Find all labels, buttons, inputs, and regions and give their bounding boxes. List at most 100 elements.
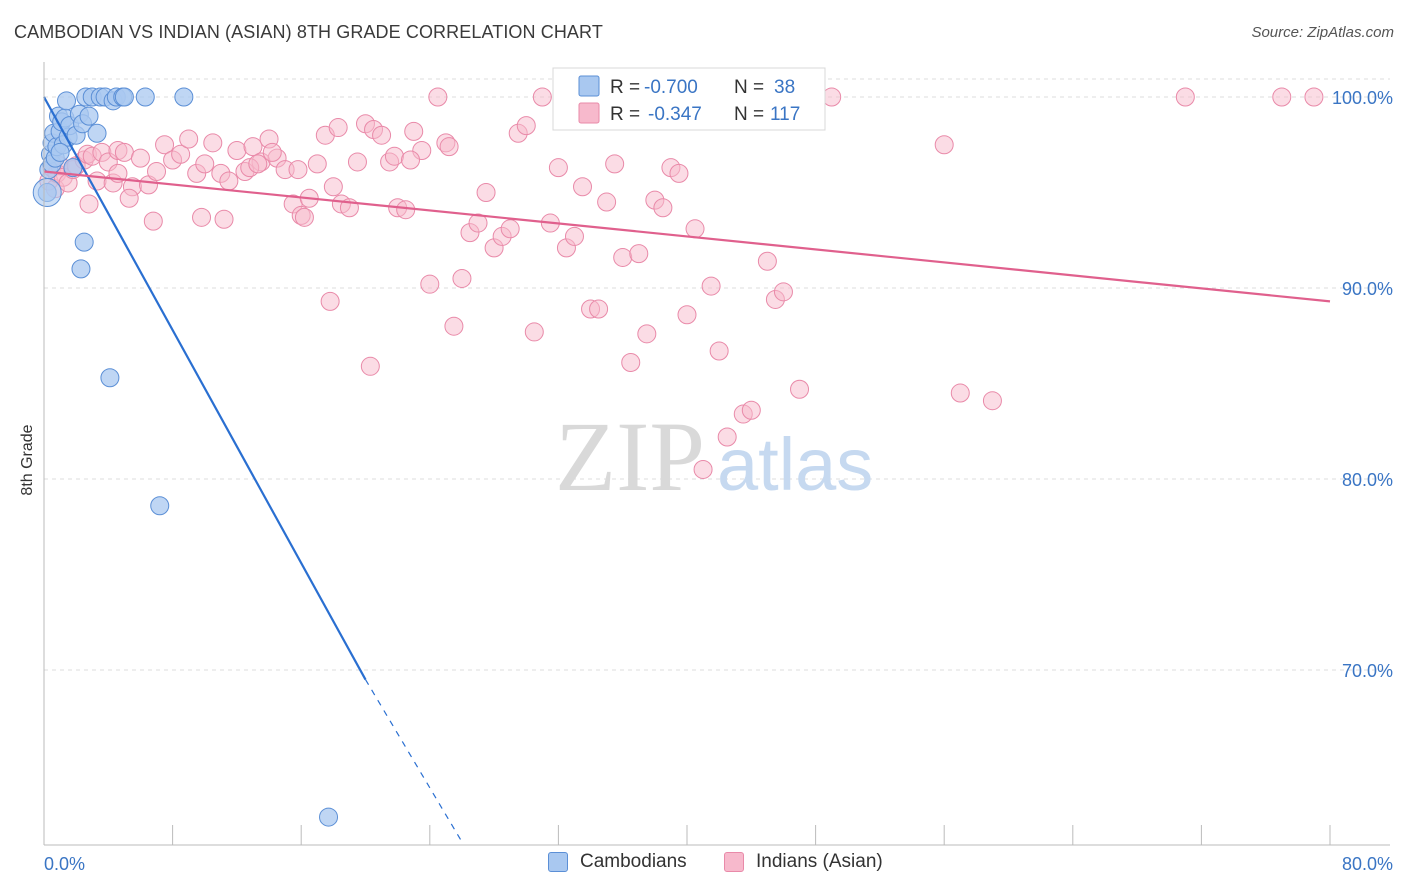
legend-item-cambodians[interactable]: Cambodians [548, 851, 687, 873]
indian-point [773, 282, 793, 302]
legend-n-value: 38 [774, 77, 795, 98]
indian-point [589, 299, 609, 319]
indian-point [717, 427, 737, 447]
indian-point [372, 125, 392, 145]
indian-point [360, 356, 380, 376]
x-tick-label: 0.0% [44, 854, 85, 874]
indian-point [243, 137, 263, 157]
cambodian-point [74, 232, 94, 252]
legend-n-value: 117 [770, 104, 800, 125]
indians-trend-line [43, 170, 1331, 303]
legend-swatch-indians [578, 102, 600, 124]
indian-point [320, 291, 340, 311]
indian-point [214, 209, 234, 229]
cambodian-point [79, 106, 99, 126]
indian-point [143, 211, 163, 231]
y-tick-label: 90.0% [1342, 279, 1393, 299]
indian-point [79, 194, 99, 214]
cambodian-point [100, 368, 120, 388]
indian-point [701, 276, 721, 296]
y-tick-label: 80.0% [1342, 470, 1393, 490]
legend-r-value: -0.347 [648, 104, 702, 125]
legend-label-indians: Indians (Asian) [756, 851, 883, 872]
indian-point [500, 219, 520, 239]
indian-point [439, 137, 459, 157]
indian-point [248, 154, 268, 174]
indian-point [709, 341, 729, 361]
legend-swatch-cambodians [578, 75, 600, 97]
y-tick-label: 70.0% [1342, 661, 1393, 681]
chart-title: CAMBODIAN VS INDIAN (ASIAN) 8TH GRADE CO… [14, 22, 603, 42]
indian-point [693, 459, 713, 479]
legend-n-label: N = [734, 104, 764, 125]
cambodian-point [135, 87, 155, 107]
indian-point [790, 379, 810, 399]
indian-point [179, 129, 199, 149]
cambodians-trend-line [43, 96, 367, 681]
indian-point [219, 171, 239, 191]
indian-point [637, 324, 657, 344]
indian-point [195, 154, 215, 174]
legend-r-label: R = [610, 77, 640, 98]
watermark-zip: ZIP [555, 401, 705, 512]
indian-point [605, 154, 625, 174]
cambodian-point [150, 496, 170, 516]
indian-point [171, 144, 191, 164]
indian-point [597, 192, 617, 212]
indian-point [950, 383, 970, 403]
cambodian-point [50, 142, 70, 162]
indian-point [982, 391, 1002, 411]
indian-point [347, 152, 367, 172]
indian-point [203, 133, 223, 153]
cambodian-point [174, 87, 194, 107]
indian-point [288, 160, 308, 180]
indian-point [307, 154, 327, 174]
legend-item-indians[interactable]: Indians (Asian) [724, 851, 883, 873]
indian-point [155, 135, 175, 155]
indian-point [629, 244, 649, 264]
indian-point [147, 161, 167, 181]
indian-point [1272, 87, 1292, 107]
indian-point [452, 268, 472, 288]
indian-point [476, 183, 496, 202]
indian-point [653, 198, 673, 218]
indian-point [130, 148, 150, 168]
indian-point [428, 87, 448, 107]
legend-r-label: R = [610, 104, 640, 125]
indian-point [262, 142, 282, 162]
legend-swatch-cambodians [548, 852, 568, 872]
indian-point [741, 400, 761, 420]
indian-point [401, 150, 421, 170]
legend-swatch-indians [724, 852, 744, 872]
cambodian-point [319, 807, 339, 827]
cambodian-point [71, 259, 91, 279]
indian-point [669, 163, 689, 183]
indian-point [227, 140, 247, 160]
legend-n-label: N = [734, 77, 764, 98]
indian-point [1175, 87, 1195, 107]
indian-point [119, 188, 139, 208]
cambodian-point [57, 91, 77, 111]
legend-top: R = -0.700 N = 38 R = -0.347 N = 117 [552, 67, 826, 131]
indian-point [677, 305, 697, 325]
indian-point [685, 219, 705, 239]
cambodian-point [114, 87, 134, 107]
indian-point [1304, 87, 1324, 107]
y-tick-label: 100.0% [1332, 88, 1393, 108]
indian-point [757, 251, 777, 271]
indian-point [323, 177, 343, 197]
cambodian-point [87, 123, 107, 143]
indian-point [532, 87, 552, 107]
indian-point [444, 316, 464, 336]
indian-point [114, 142, 134, 162]
cambodians-trend-extension [364, 679, 463, 843]
indian-point [328, 118, 348, 138]
source-label: Source: ZipAtlas.com [1251, 24, 1394, 41]
cambodian-point [32, 178, 62, 207]
indian-point [404, 121, 424, 141]
indian-point [621, 352, 641, 372]
indian-point [613, 247, 633, 267]
indian-point [192, 207, 212, 227]
trend-lines [43, 96, 1331, 843]
